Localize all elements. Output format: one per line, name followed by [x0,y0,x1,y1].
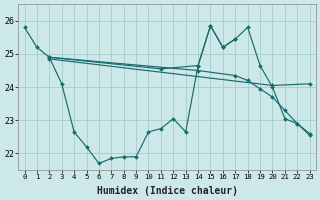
X-axis label: Humidex (Indice chaleur): Humidex (Indice chaleur) [97,186,237,196]
